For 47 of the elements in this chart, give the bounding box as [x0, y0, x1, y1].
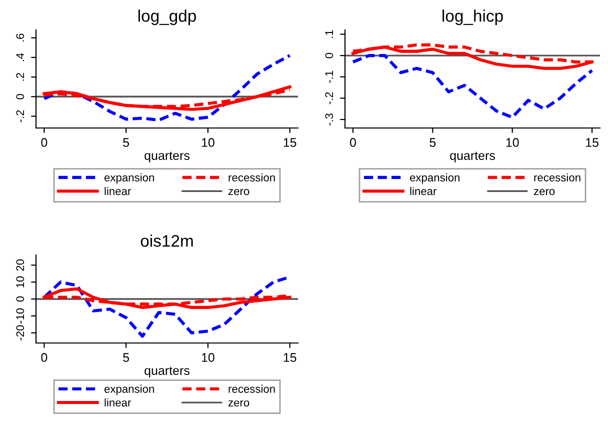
y-tick-label: -10 [16, 308, 24, 324]
legend-label: expansion [104, 173, 154, 184]
y-tick-label: .4 [16, 53, 24, 62]
y-tick-label: 10 [16, 276, 24, 288]
y-tick-label: .1 [325, 30, 333, 38]
x-tick-label: 10 [202, 138, 214, 147]
x-tick-label: 10 [506, 138, 519, 147]
chart-title: ois12m [140, 234, 193, 247]
y-tick-label: -20 [16, 325, 24, 340]
x-tick-label: 5 [123, 138, 130, 147]
line-series [42, 54, 292, 122]
x-axis-title: quarters [450, 152, 495, 162]
x-tick-label: 0 [41, 353, 48, 362]
legend-label: linear [104, 398, 131, 407]
x-tick-label: 10 [202, 353, 214, 362]
x-axis-title: quarters [144, 366, 190, 378]
x-tick-label: 0 [350, 138, 356, 147]
y-tick-label: 0 [16, 296, 24, 302]
y-tick-label: 0 [16, 94, 24, 100]
legend-label: zero [228, 400, 250, 407]
x-tick-label: 15 [586, 138, 598, 147]
y-tick-label: -.2 [325, 92, 333, 104]
y-tick-label: -.3 [325, 113, 334, 126]
y-tick-label: .6 [16, 34, 24, 42]
line-series [351, 54, 594, 119]
y-tick-label: .2 [16, 72, 24, 81]
legend-label: linear [410, 186, 436, 196]
legend-label: expansion [104, 384, 154, 396]
y-tick-label: 0 [325, 52, 334, 58]
legend-label: recession [228, 173, 275, 182]
chart-title: log_gdp [138, 10, 196, 26]
legend-label: expansion [410, 173, 460, 184]
legend-label: linear [104, 186, 131, 196]
x-axis-title: quarters [144, 152, 190, 162]
legend-label: recession [534, 173, 580, 182]
legend-label: recession [228, 384, 275, 393]
y-tick-label: 20 [16, 259, 24, 271]
chart-title: log_hicp [442, 10, 503, 26]
legend-label: zero [534, 189, 555, 196]
x-tick-label: 0 [41, 138, 48, 147]
x-tick-label: 15 [284, 138, 296, 147]
y-tick-label: -.2 [16, 110, 24, 122]
x-tick-label: 5 [430, 138, 436, 147]
x-tick-label: 5 [123, 353, 130, 362]
x-tick-label: 15 [284, 353, 296, 362]
y-tick-label: -.1 [325, 70, 333, 83]
legend-label: zero [228, 189, 250, 196]
